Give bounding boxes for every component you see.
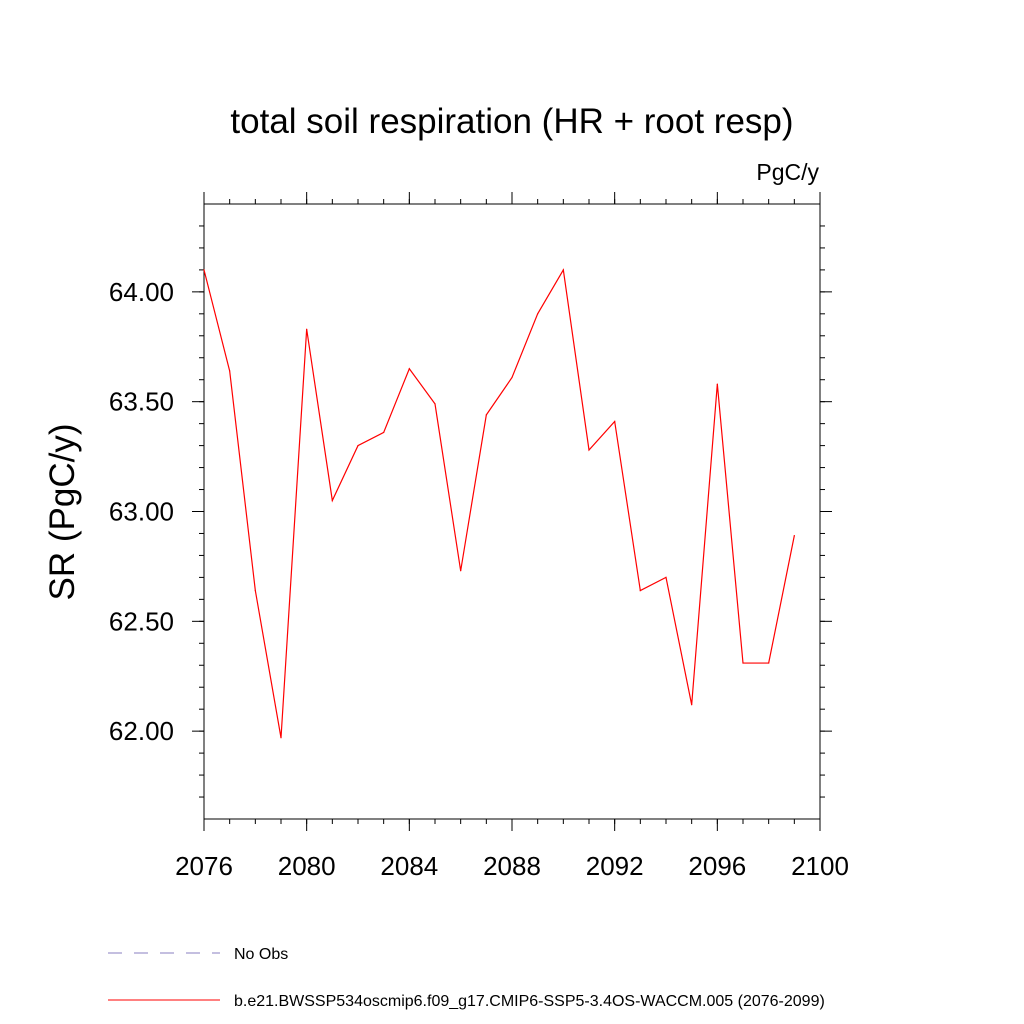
data-point [793,535,795,537]
y-tick-label: 63.50 [109,387,174,417]
data-point [331,499,333,502]
data-point [408,368,410,370]
data-point [768,662,770,664]
y-tick-label: 62.00 [109,716,174,746]
x-tick-label: 2080 [278,851,336,881]
data-point [254,589,256,592]
data-point [434,403,436,405]
data-point [357,445,359,447]
x-tick-label: 2100 [791,851,849,881]
data-point [229,370,231,372]
y-tick-label: 62.50 [109,606,174,636]
data-point [665,576,667,578]
data-point [614,420,616,423]
legend-label: No Obs [234,946,288,963]
data-point [280,737,282,739]
series-line [203,268,795,738]
data-point [562,269,564,271]
data-point [742,662,744,664]
x-axis-ticks: 2076 2080 2084 2088 2092 2096 2100 [175,192,849,881]
y-tick-label: 64.00 [109,277,174,307]
units-label: PgC/y [756,159,819,185]
data-point [203,269,205,271]
data-point [588,449,590,451]
plot-frame [203,203,821,820]
data-point [716,383,718,385]
data-point [691,704,693,706]
data-point [639,589,641,592]
x-tick-label: 2096 [688,851,746,881]
y-axis-ticks: 62.00 62.50 63.00 63.50 64.00 [109,225,832,798]
data-point [537,313,539,315]
legend: No Obs b.e21.BWSSP534oscmip6.f09_g17.CMIP… [108,946,825,1010]
data-point [383,431,385,434]
data-point [511,376,513,379]
data-point [460,570,462,572]
data-point [306,328,308,330]
x-tick-label: 2092 [586,851,644,881]
y-axis-label: SR (PgC/y) [43,424,82,601]
chart-title: total soil respiration (HR + root resp) [230,102,793,141]
y-tick-label: 63.00 [109,497,174,527]
series-layer [203,268,795,739]
x-tick-label: 2076 [175,851,233,881]
x-tick-label: 2084 [380,851,438,881]
legend-label: b.e21.BWSSP534oscmip6.f09_g17.CMIP6-SSP5… [234,993,825,1010]
data-point [485,414,487,416]
x-tick-label: 2088 [483,851,541,881]
